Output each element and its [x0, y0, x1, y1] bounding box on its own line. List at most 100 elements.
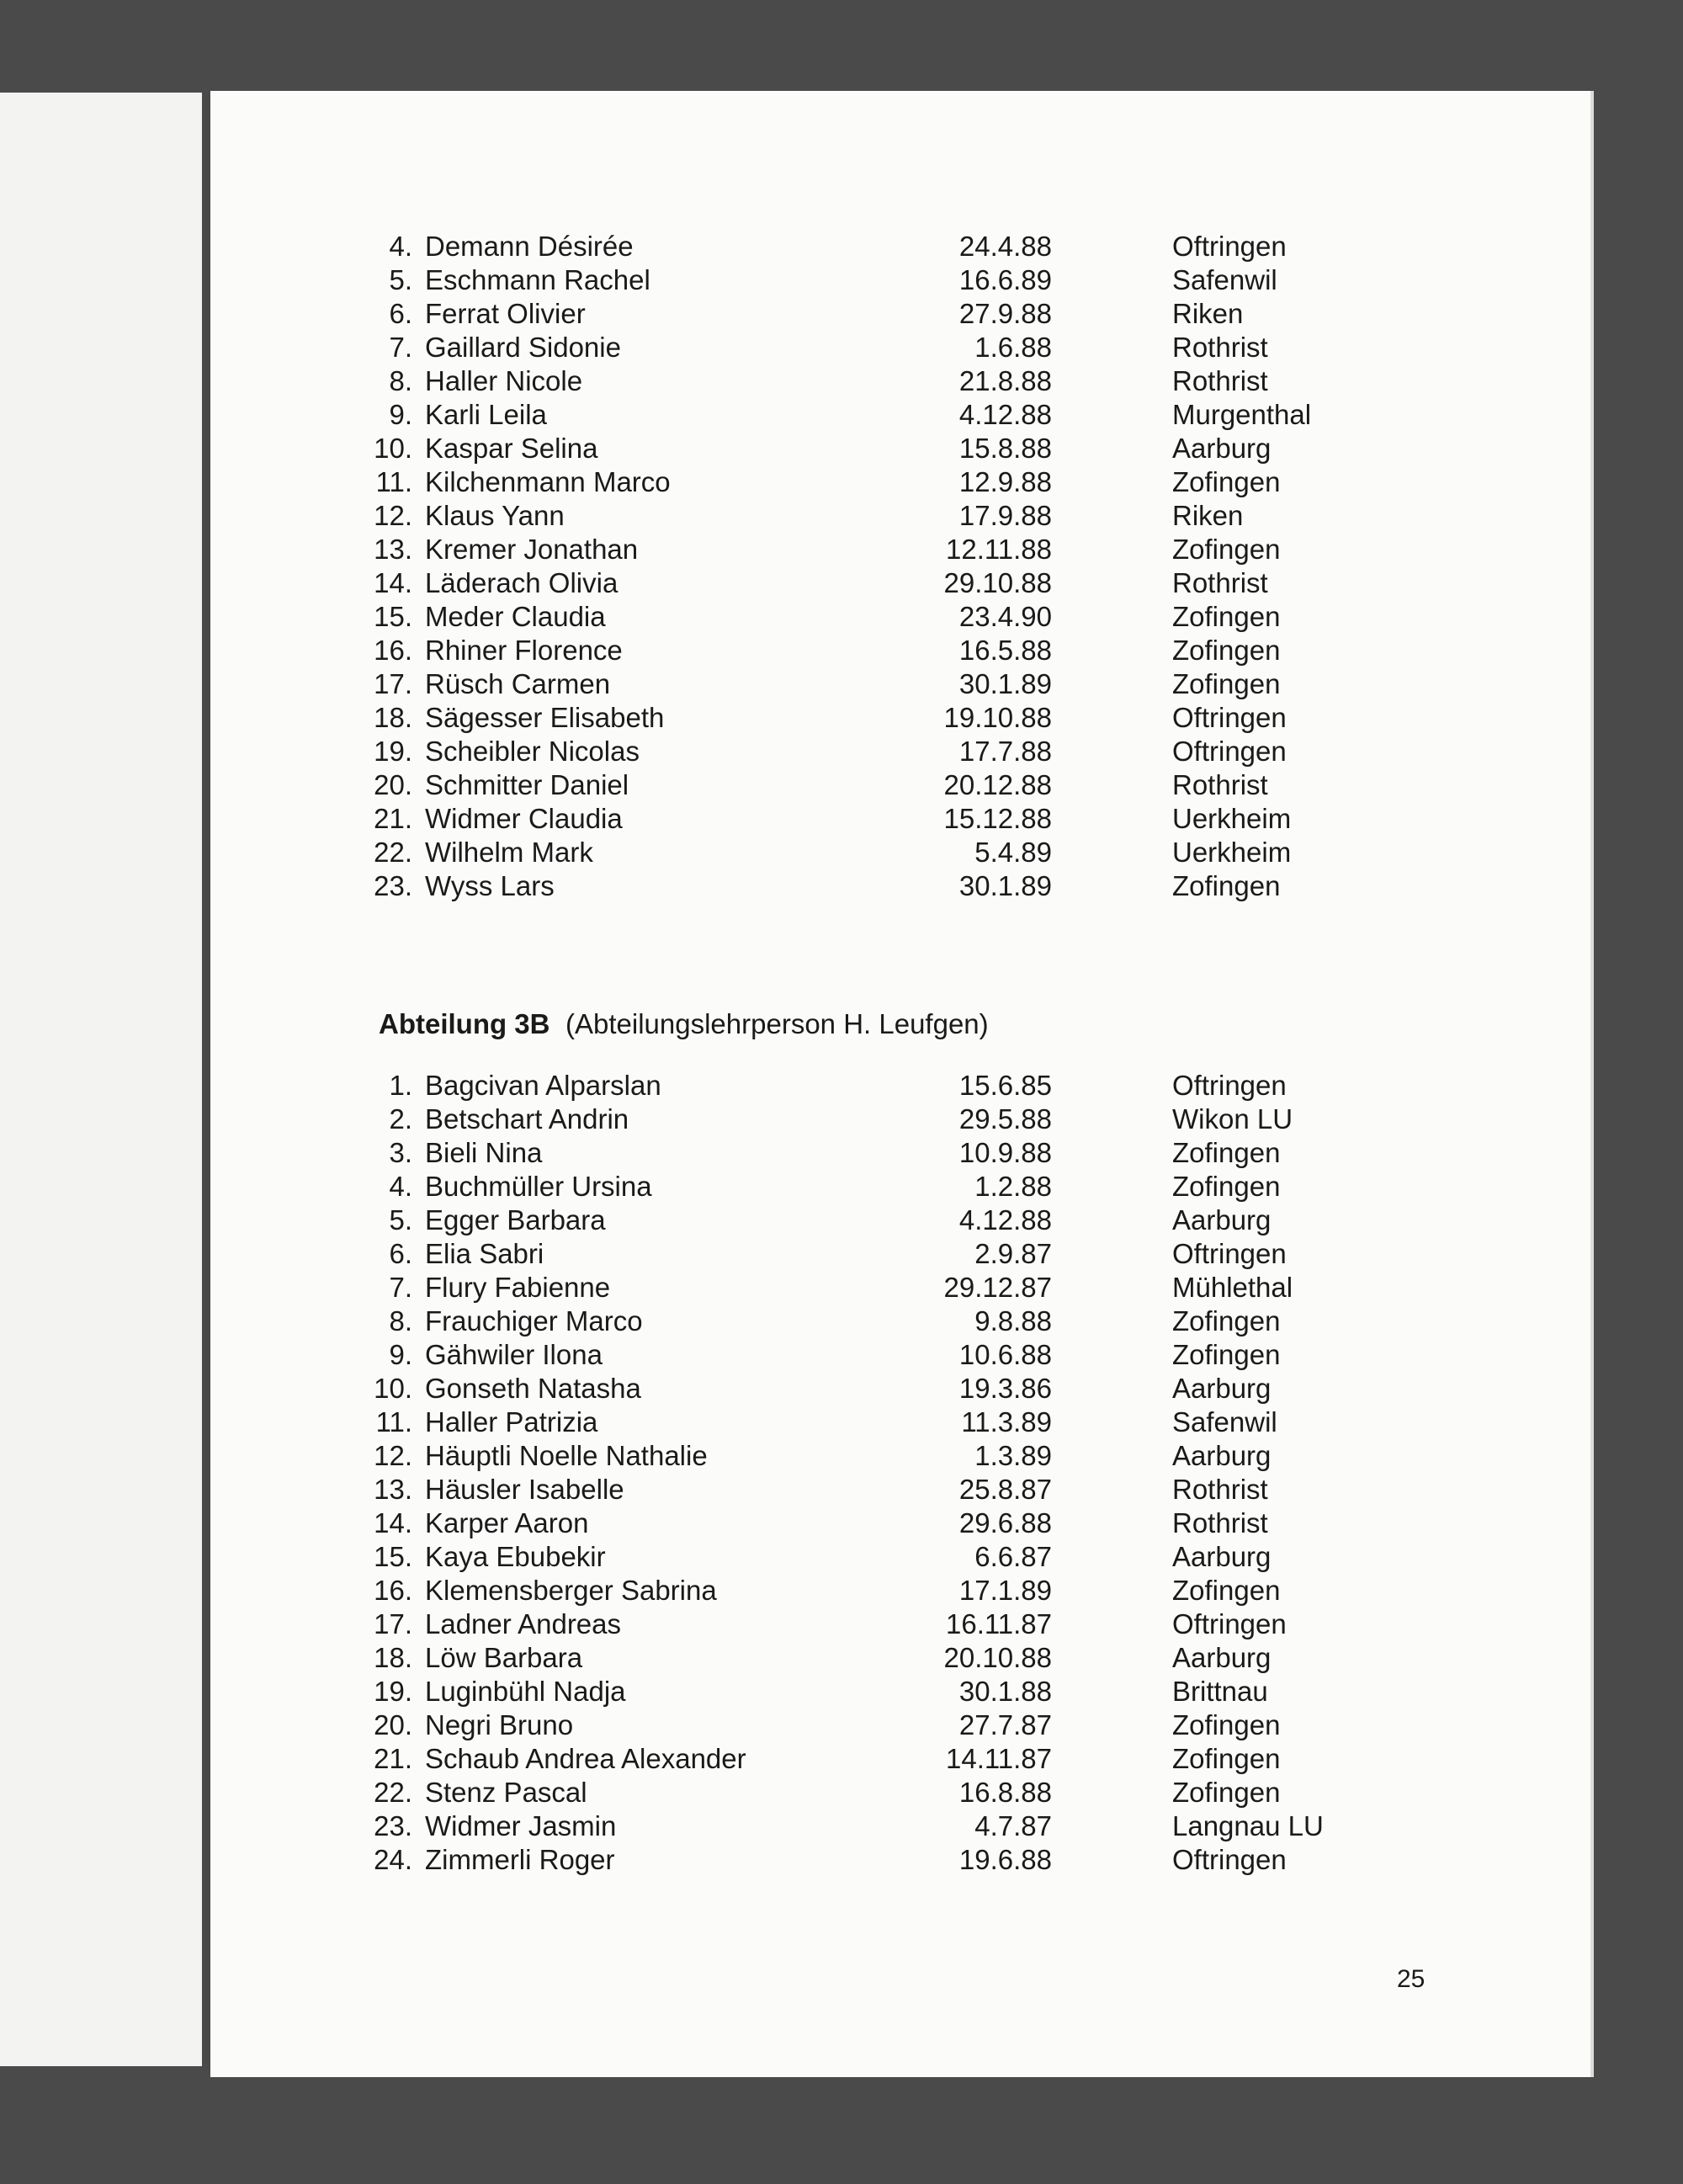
place: Mühlethal	[1172, 1272, 1293, 1303]
birth-date: 11.3.89	[961, 1406, 1052, 1437]
name: Löw Barbara	[425, 1642, 583, 1673]
place: Oftringen	[1172, 231, 1287, 262]
name: Betschart Andrin	[425, 1103, 629, 1135]
row-number: 11.	[375, 1406, 412, 1437]
name: Gonseth Natasha	[425, 1373, 641, 1404]
place: Aarburg	[1172, 1440, 1272, 1471]
name: Haller Patrizia	[425, 1406, 598, 1437]
place: Aarburg	[1172, 1642, 1272, 1673]
row-number: 9.	[389, 1339, 412, 1370]
row-number: 3.	[389, 1137, 412, 1168]
birth-date: 17.7.88	[958, 736, 1052, 767]
place: Zofingen	[1172, 1743, 1281, 1774]
section-heading: Abteilung 3B	[379, 1008, 550, 1039]
place: Zofingen	[1172, 635, 1281, 666]
name: Läderach Olivia	[425, 567, 619, 598]
birth-date: 24.4.88	[958, 231, 1052, 262]
birth-date: 5.4.89	[974, 837, 1052, 868]
birth-date: 1.2.88	[974, 1171, 1052, 1202]
name: Kaspar Selina	[425, 433, 598, 464]
birth-date: 19.6.88	[958, 1844, 1052, 1875]
row-number: 8.	[389, 365, 412, 396]
name: Frauchiger Marco	[425, 1305, 643, 1336]
place: Zofingen	[1172, 1171, 1281, 1202]
row-number: 7.	[389, 332, 412, 363]
birth-date: 9.8.88	[974, 1305, 1052, 1336]
birth-date: 2.9.87	[974, 1238, 1052, 1269]
name: Egger Barbara	[425, 1204, 606, 1235]
birth-date: 1.3.89	[974, 1440, 1052, 1471]
name: Gaillard Sidonie	[425, 332, 621, 363]
birth-date: 15.6.85	[958, 1070, 1052, 1101]
name: Karli Leila	[425, 399, 547, 430]
name: Scheibler Nicolas	[425, 736, 640, 767]
place: Oftringen	[1172, 1238, 1287, 1269]
place: Zofingen	[1172, 1777, 1281, 1808]
name: Stenz Pascal	[425, 1777, 587, 1808]
place: Zofingen	[1172, 1709, 1281, 1740]
row-number: 19.	[374, 736, 412, 767]
birth-date: 20.10.88	[943, 1642, 1052, 1673]
place: Riken	[1172, 298, 1244, 329]
name: Ladner Andreas	[425, 1608, 622, 1639]
row-number: 2.	[389, 1103, 412, 1135]
place: Zofingen	[1172, 601, 1281, 632]
row-number: 16.	[374, 1575, 412, 1606]
place: Zofingen	[1172, 466, 1281, 497]
place: Wikon LU	[1172, 1103, 1293, 1135]
birth-date: 14.11.87	[945, 1743, 1052, 1774]
name: Eschmann Rachel	[425, 264, 650, 295]
birth-date: 23.4.90	[958, 601, 1052, 632]
row-number: 9.	[389, 399, 412, 430]
place: Rothrist	[1172, 769, 1268, 800]
place: Aarburg	[1172, 1541, 1272, 1572]
name: Häusler Isabelle	[425, 1474, 624, 1505]
place: Zofingen	[1172, 668, 1281, 699]
name: Flury Fabienne	[425, 1272, 611, 1303]
row-number: 12.	[374, 500, 412, 531]
birth-date: 19.10.88	[943, 702, 1052, 733]
place: Rothrist	[1172, 567, 1268, 598]
birth-date: 12.9.88	[958, 466, 1052, 497]
birth-date: 27.7.87	[958, 1709, 1052, 1740]
birth-date: 15.12.88	[943, 803, 1052, 834]
row-number: 17.	[374, 668, 412, 699]
row-number: 10.	[374, 433, 412, 464]
row-number: 13.	[374, 1474, 412, 1505]
birth-date: 1.6.88	[974, 332, 1052, 363]
birth-date: 16.5.88	[958, 635, 1052, 666]
place: Zofingen	[1172, 870, 1281, 901]
place: Rothrist	[1172, 1507, 1268, 1538]
place: Zofingen	[1172, 1305, 1281, 1336]
birth-date: 4.12.88	[958, 399, 1052, 430]
birth-date: 20.12.88	[943, 769, 1052, 800]
row-number: 17.	[374, 1608, 412, 1639]
birth-date: 29.6.88	[958, 1507, 1052, 1538]
name: Schaub Andrea Alexander	[425, 1743, 746, 1774]
name: Demann Désirée	[425, 231, 634, 262]
place: Rothrist	[1172, 332, 1268, 363]
place: Murgenthal	[1172, 399, 1312, 430]
birth-date: 17.9.88	[958, 500, 1052, 531]
name: Klaus Yann	[425, 500, 565, 531]
birth-date: 17.1.89	[958, 1575, 1052, 1606]
name: Klemensberger Sabrina	[425, 1575, 717, 1606]
birth-date: 29.12.87	[943, 1272, 1052, 1303]
name: Haller Nicole	[425, 365, 583, 396]
row-number: 18.	[374, 1642, 412, 1673]
birth-date: 21.8.88	[958, 365, 1052, 396]
row-number: 19.	[374, 1676, 412, 1707]
row-number: 4.	[389, 1171, 412, 1202]
place: Oftringen	[1172, 1070, 1287, 1101]
left-page	[0, 93, 202, 2066]
row-number: 24.	[374, 1844, 412, 1875]
name: Zimmerli Roger	[425, 1844, 615, 1875]
place: Zofingen	[1172, 1137, 1281, 1168]
name: Gähwiler Ilona	[425, 1339, 603, 1370]
place: Aarburg	[1172, 1373, 1272, 1404]
birth-date: 30.1.89	[958, 668, 1052, 699]
birth-date: 4.7.87	[974, 1810, 1052, 1841]
row-number: 22.	[374, 1777, 412, 1808]
place: Rothrist	[1172, 1474, 1268, 1505]
